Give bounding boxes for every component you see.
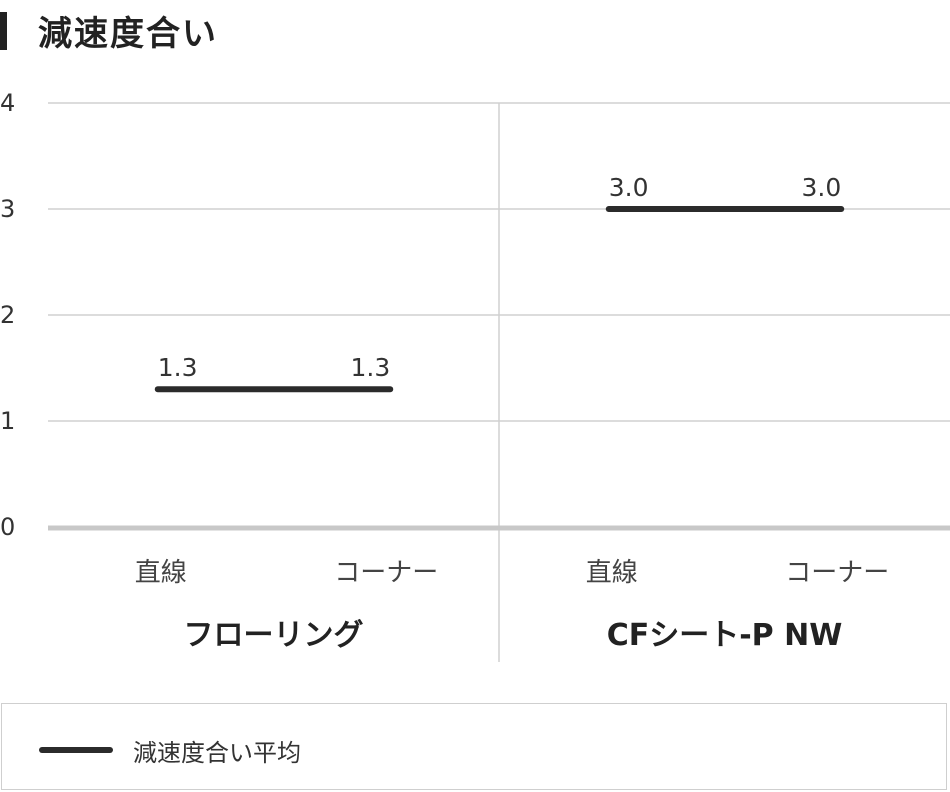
legend: 減速度合い平均 [1, 703, 947, 790]
title-accent-bar [0, 12, 7, 50]
data-label: 1.3 [350, 353, 390, 382]
y-tick-label: 4 [0, 89, 15, 117]
data-label: 3.0 [801, 173, 841, 202]
chart-title: 減速度合い [38, 14, 218, 54]
x-tick-label: 直線 [135, 558, 187, 588]
y-tick-label: 2 [0, 301, 15, 329]
x-tick-label: コーナー [334, 558, 438, 588]
x-tick-label: コーナー [785, 558, 889, 588]
y-tick-label: 1 [0, 407, 15, 435]
data-label: 1.3 [158, 353, 198, 382]
x-tick-label: 直線 [586, 558, 638, 588]
y-tick-label: 0 [0, 513, 15, 541]
legend-label: 減速度合い平均 [133, 739, 301, 767]
y-tick-label: 3 [0, 195, 15, 223]
data-label: 3.0 [609, 173, 649, 202]
group-label: CFシート-P NW [607, 618, 843, 653]
legend-line-swatch [39, 747, 113, 753]
group-label: フローリング [184, 618, 364, 653]
